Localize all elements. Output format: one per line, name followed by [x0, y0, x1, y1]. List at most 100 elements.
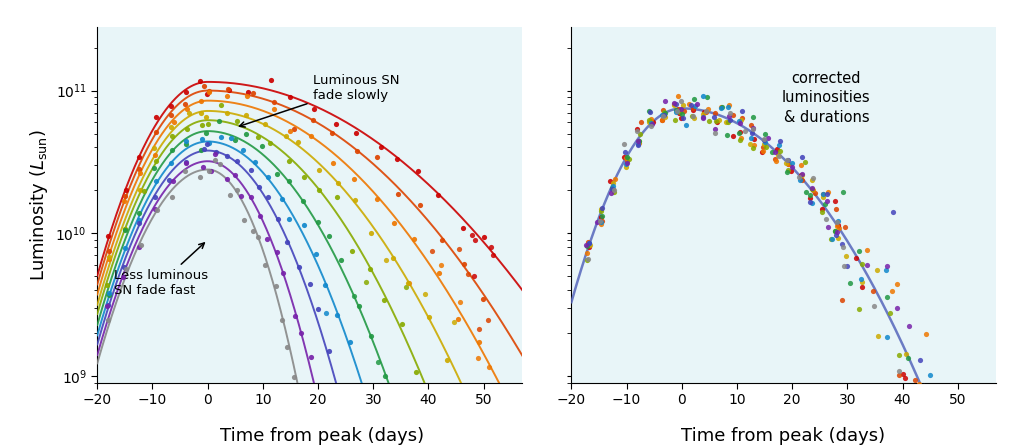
Point — [736, 127, 753, 134]
Point — [709, 119, 725, 126]
Point — [194, 135, 210, 142]
Point — [834, 297, 850, 304]
Point — [829, 222, 846, 229]
Point — [302, 280, 318, 287]
Point — [451, 246, 467, 253]
Point — [684, 113, 700, 120]
Point — [421, 313, 437, 320]
Point — [911, 356, 928, 363]
Point — [386, 219, 402, 227]
Point — [117, 193, 133, 200]
Point — [99, 282, 116, 289]
Point — [303, 132, 319, 139]
Point — [252, 213, 268, 220]
Point — [850, 306, 866, 313]
Point — [731, 117, 748, 124]
Point — [756, 141, 772, 148]
Point — [460, 271, 476, 278]
Point — [373, 143, 389, 150]
Point — [878, 266, 894, 273]
Point — [865, 288, 882, 295]
Point — [310, 219, 327, 226]
Point — [889, 281, 905, 288]
Point — [707, 125, 723, 133]
Point — [817, 215, 834, 222]
Point — [859, 261, 876, 268]
Point — [397, 283, 414, 290]
Point — [670, 93, 686, 100]
Point — [827, 228, 844, 235]
Point — [918, 331, 934, 338]
Point — [433, 261, 450, 268]
Point — [685, 113, 701, 120]
Point — [633, 118, 649, 125]
Point — [697, 109, 714, 116]
Point — [780, 156, 797, 163]
Point — [618, 160, 635, 167]
Point — [476, 233, 493, 240]
Point — [629, 126, 645, 133]
Point — [198, 114, 214, 121]
Point — [604, 186, 621, 193]
Point — [176, 167, 193, 174]
Point — [467, 237, 483, 244]
Point — [178, 88, 195, 95]
Point — [880, 263, 896, 270]
Point — [579, 243, 595, 250]
Point — [116, 263, 132, 270]
Point — [686, 114, 702, 121]
Point — [895, 370, 911, 377]
Point — [851, 247, 867, 255]
Point — [328, 121, 344, 128]
Point — [290, 139, 306, 146]
Point — [784, 159, 801, 166]
Point — [802, 194, 818, 202]
Point — [605, 182, 622, 189]
Point — [758, 143, 774, 150]
Point — [259, 194, 275, 201]
Point — [924, 397, 940, 405]
Point — [783, 167, 800, 174]
Point — [743, 121, 760, 128]
Point — [617, 164, 634, 171]
Point — [827, 231, 844, 238]
Point — [683, 101, 699, 108]
Point — [606, 188, 623, 195]
Point — [815, 191, 831, 198]
Point — [321, 348, 337, 355]
Point — [718, 119, 734, 126]
Point — [295, 198, 311, 205]
Point — [581, 255, 597, 263]
Point — [900, 355, 916, 362]
Point — [642, 109, 658, 116]
Point — [629, 127, 645, 134]
Point — [219, 93, 236, 100]
Point — [408, 368, 424, 376]
Point — [911, 419, 928, 426]
Point — [802, 199, 818, 206]
Point — [731, 120, 748, 127]
Point — [640, 116, 656, 123]
Point — [604, 184, 621, 191]
Point — [827, 206, 844, 213]
Point — [643, 116, 659, 123]
Point — [247, 158, 263, 166]
Point — [814, 205, 830, 212]
Point — [452, 298, 468, 305]
Point — [632, 130, 648, 138]
Point — [758, 130, 774, 138]
Point — [146, 145, 163, 152]
Point — [931, 414, 947, 421]
Point — [581, 243, 597, 251]
Point — [744, 125, 761, 133]
Point — [869, 333, 886, 340]
Point — [657, 110, 674, 117]
Point — [698, 94, 715, 101]
Point — [767, 148, 783, 155]
Point — [644, 118, 660, 125]
Point — [361, 265, 378, 272]
Point — [743, 135, 760, 142]
Point — [306, 106, 323, 113]
Point — [794, 172, 810, 179]
Point — [655, 111, 672, 118]
